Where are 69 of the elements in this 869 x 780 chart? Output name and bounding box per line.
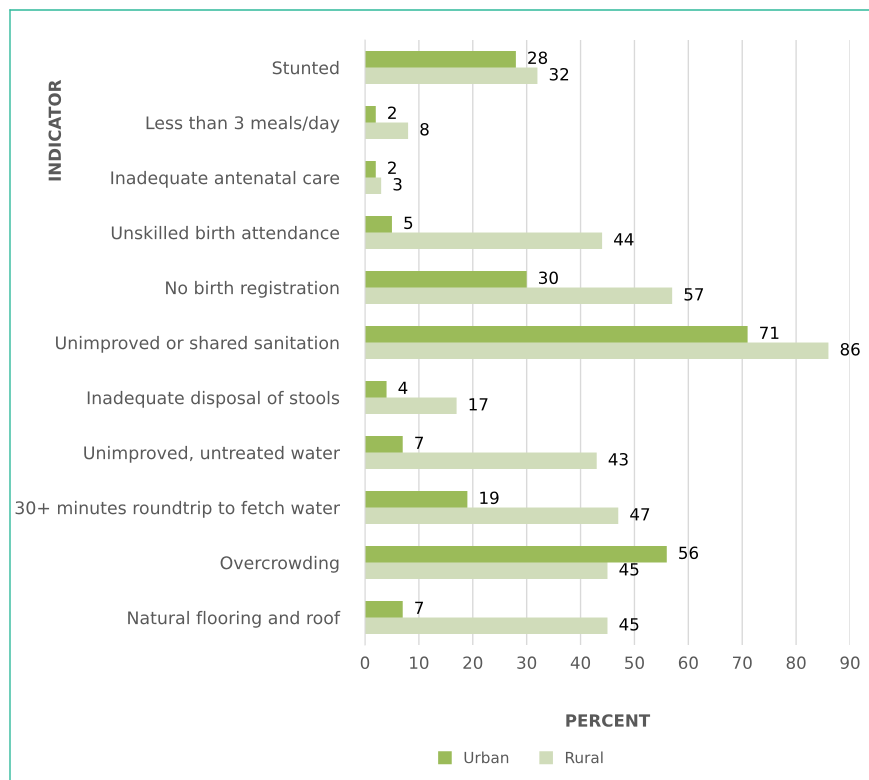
bar xyxy=(365,216,392,232)
legend-label: Urban xyxy=(464,751,508,764)
data-label: 19 xyxy=(480,491,499,504)
bar xyxy=(365,232,602,249)
data-label: 7 xyxy=(415,436,424,449)
bar xyxy=(365,452,597,469)
bar xyxy=(365,508,618,524)
bar xyxy=(365,618,608,634)
bar xyxy=(365,51,516,68)
x-tick-label: 10 xyxy=(410,656,428,670)
x-axis-title: PERCENT xyxy=(566,714,650,727)
x-tick-label: 30 xyxy=(517,656,536,670)
y-tick-label: Inadequate antenatal care xyxy=(111,170,340,188)
data-label: 86 xyxy=(840,342,860,356)
y-tick-label: Natural flooring and roof xyxy=(128,610,340,628)
y-axis-title: INDICATOR xyxy=(48,80,62,180)
data-label: 47 xyxy=(630,508,650,520)
y-tick-label: Stunted xyxy=(272,60,338,74)
data-label: 3 xyxy=(394,178,402,191)
x-tick-label: 70 xyxy=(732,656,752,670)
y-tick-label: Unskilled birth attendance xyxy=(112,226,340,240)
x-tick-label: 80 xyxy=(786,656,806,670)
bar xyxy=(365,326,748,342)
data-label: 8 xyxy=(420,122,429,136)
y-tick-label: Unimproved, untreated water xyxy=(84,446,340,463)
bar xyxy=(365,601,403,618)
data-label: 71 xyxy=(760,326,778,339)
data-label: 2 xyxy=(388,161,396,174)
bar xyxy=(365,546,667,562)
y-tick-label: No birth registration xyxy=(166,280,339,298)
x-tick-label: 40 xyxy=(570,656,590,670)
data-label: 30 xyxy=(539,271,558,284)
data-label: 57 xyxy=(684,288,704,301)
x-tick-label: 90 xyxy=(840,656,860,670)
data-label: 5 xyxy=(404,216,412,230)
bar xyxy=(365,271,527,288)
data-label: 32 xyxy=(550,68,568,81)
bar xyxy=(365,161,376,178)
bar xyxy=(365,288,672,304)
data-label: 17 xyxy=(470,398,488,410)
y-tick-label: 30+ minutes roundtrip to fetch water xyxy=(16,500,340,518)
bar xyxy=(365,398,457,414)
legend-label: Rural xyxy=(566,751,603,764)
y-tick-label: Less than 3 meals/day xyxy=(146,116,340,133)
data-label: 2 xyxy=(388,106,396,119)
y-tick-label: Overcrowding xyxy=(220,556,338,573)
data-label: 44 xyxy=(614,233,634,246)
x-tick-label: 60 xyxy=(678,656,698,670)
bar xyxy=(365,122,408,139)
bar xyxy=(365,491,468,508)
data-label: 28 xyxy=(528,51,548,64)
bar xyxy=(365,562,608,579)
bar xyxy=(365,381,387,398)
y-tick-label: Inadequate disposal of stools xyxy=(88,390,340,408)
bar xyxy=(365,342,828,359)
x-tick-label: 20 xyxy=(463,656,482,670)
x-tick-label: 50 xyxy=(625,656,644,670)
bar xyxy=(365,106,376,122)
data-label: 7 xyxy=(415,602,424,614)
bar xyxy=(365,178,382,194)
data-label: 4 xyxy=(398,382,408,394)
bar xyxy=(365,436,403,452)
data-label: 56 xyxy=(679,546,698,560)
data-label: 45 xyxy=(619,563,638,576)
y-tick-label: Unimproved or shared sanitation xyxy=(56,336,339,353)
data-label: 43 xyxy=(608,452,628,466)
bar xyxy=(365,68,538,84)
x-tick-label: 0 xyxy=(360,656,370,670)
data-label: 45 xyxy=(619,618,638,631)
